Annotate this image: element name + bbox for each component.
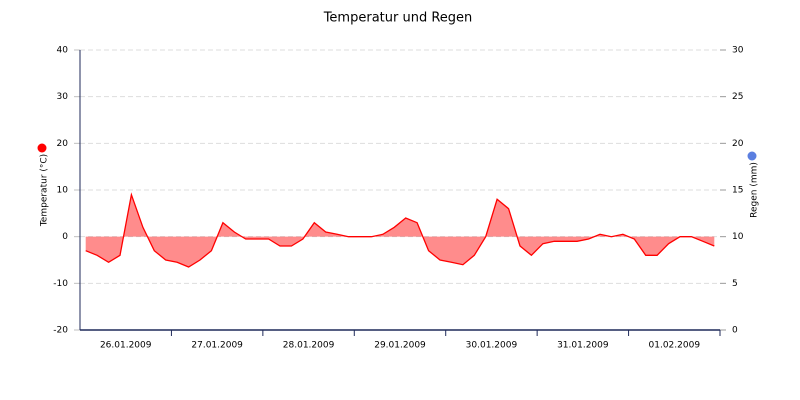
y-tick-label: 0	[62, 232, 68, 242]
y-tick-label: 40	[57, 46, 69, 56]
chart-title: Temperatur und Regen	[323, 11, 473, 26]
y2-tick-label: 0	[732, 326, 738, 336]
x-tick-label: 28.01.2009	[283, 341, 335, 351]
x-tick-label: 01.02.2009	[649, 341, 701, 351]
y-tick-label: -10	[53, 279, 68, 289]
y-tick-label: 20	[57, 139, 69, 149]
x-tick-label: 29.01.2009	[374, 341, 426, 351]
area	[85, 194, 715, 267]
legend-marker	[747, 151, 757, 161]
y2-tick-label: 20	[732, 139, 744, 149]
y-tick-label: 30	[57, 92, 69, 102]
y2-tick-label: 5	[732, 279, 738, 289]
y2-axis-label: Regen (mm)	[750, 162, 760, 218]
x-tick-label: 26.01.2009	[100, 341, 152, 351]
y-tick-label: -20	[53, 326, 68, 336]
y-tick-label: 10	[57, 186, 69, 196]
y-axis-label: Temperatur (°C)	[40, 154, 50, 227]
line	[85, 192, 715, 268]
x-tick-label: 30.01.2009	[466, 341, 518, 351]
y2-tick-label: 25	[732, 92, 743, 102]
x-tick-label: 31.01.2009	[557, 341, 609, 351]
y2-tick-label: 15	[732, 186, 743, 196]
y2-tick-label: 10	[732, 232, 744, 242]
legend-marker	[37, 143, 47, 153]
y2-tick-label: 30	[732, 46, 744, 56]
x-tick-label: 27.01.2009	[191, 341, 243, 351]
